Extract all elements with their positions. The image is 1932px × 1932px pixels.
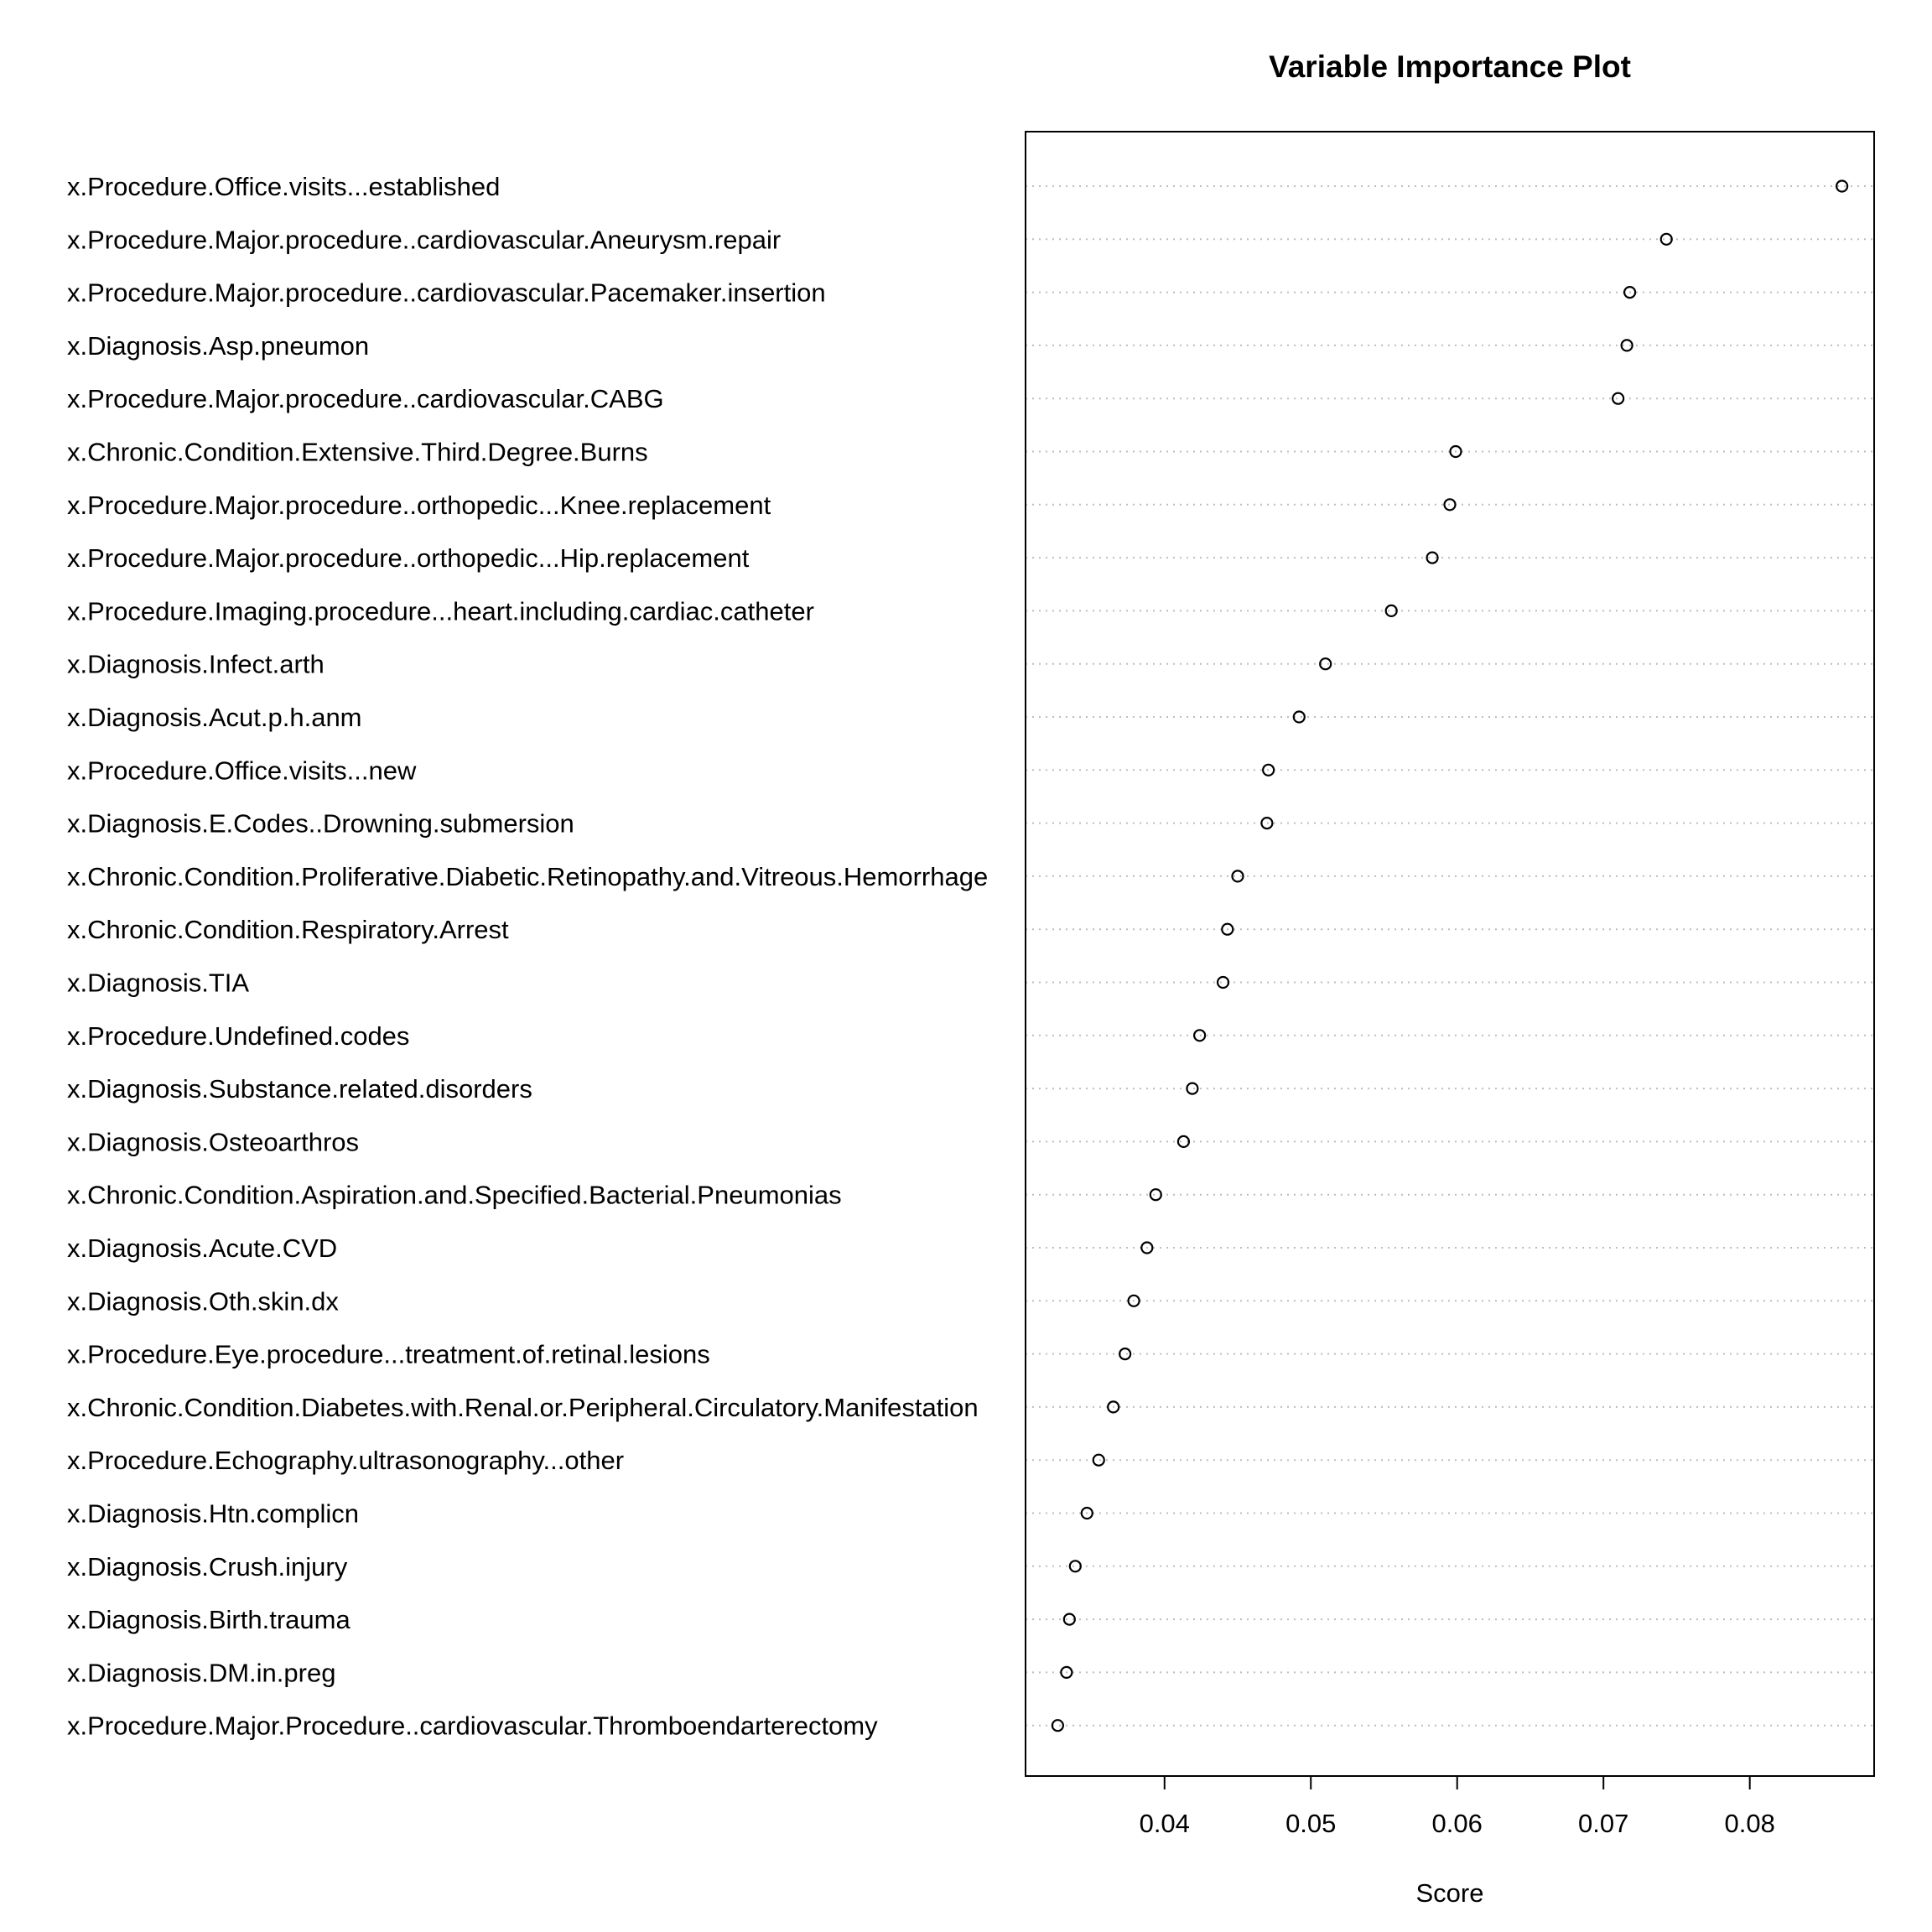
x-tick-label: 0.04 <box>1140 1809 1190 1838</box>
category-label: x.Diagnosis.Acut.p.h.anm <box>67 703 362 732</box>
chart-title: Variable Importance Plot <box>1269 49 1631 84</box>
data-point <box>1262 763 1275 776</box>
category-label: x.Diagnosis.TIA <box>67 969 249 998</box>
data-point <box>1127 1294 1140 1307</box>
row-guide-lines <box>1026 185 1874 1727</box>
category-label: x.Diagnosis.Substance.related.disorders <box>67 1074 532 1104</box>
data-point <box>1659 232 1673 246</box>
x-axis-title: Score <box>1416 1878 1484 1908</box>
category-label: x.Procedure.Office.visits...new <box>67 756 417 785</box>
category-label: x.Diagnosis.Birth.trauma <box>67 1605 351 1634</box>
category-label: x.Procedure.Undefined.codes <box>67 1021 409 1051</box>
category-labels: x.Procedure.Office.visits...established x… <box>67 172 988 1741</box>
data-point <box>1060 1665 1073 1680</box>
data-point <box>1107 1400 1120 1414</box>
category-label: x.Procedure.Major.Procedure..cardiovascu… <box>67 1711 878 1741</box>
data-point <box>1193 1029 1207 1042</box>
data-point <box>1384 604 1398 618</box>
data-point <box>1836 179 1849 193</box>
category-label: x.Procedure.Imaging.procedure...heart.in… <box>67 596 814 626</box>
category-label: x.Procedure.Echography.ultrasonography..… <box>67 1446 624 1475</box>
data-point <box>1292 710 1306 724</box>
x-tick-label: 0.06 <box>1432 1809 1483 1838</box>
data-point <box>1443 498 1457 512</box>
category-label: x.Diagnosis.E.Codes..Drowning.submersion <box>67 809 574 839</box>
data-point <box>1216 975 1230 989</box>
category-label: x.Procedure.Major.procedure..orthopedic.… <box>67 491 771 520</box>
data-point <box>1140 1241 1154 1254</box>
data-point <box>1186 1082 1199 1095</box>
data-point <box>1319 657 1332 671</box>
category-label: x.Chronic.Condition.Extensive.Third.Degr… <box>67 438 648 467</box>
category-label: x.Procedure.Office.visits...established <box>67 172 500 201</box>
category-label: x.Diagnosis.Acute.CVD <box>67 1233 337 1263</box>
category-label: x.Diagnosis.Htn.complicn <box>67 1499 359 1529</box>
data-point <box>1092 1453 1105 1467</box>
data-point <box>1149 1188 1162 1202</box>
category-label: x.Chronic.Condition.Diabetes.with.Renal.… <box>67 1393 979 1422</box>
data-point <box>1620 339 1633 352</box>
category-label: x.Diagnosis.DM.in.preg <box>67 1658 335 1687</box>
category-label: x.Diagnosis.Infect.arth <box>67 650 325 679</box>
category-label: x.Procedure.Eye.procedure...treatment.of… <box>67 1340 710 1369</box>
data-points <box>1051 179 1849 1732</box>
category-label: x.Chronic.Condition.Proliferative.Diabet… <box>67 862 988 891</box>
category-label: x.Procedure.Major.procedure..cardiovascu… <box>67 278 826 308</box>
data-point <box>1051 1719 1064 1732</box>
category-label: x.Diagnosis.Asp.pneumon <box>67 331 369 361</box>
category-label: x.Procedure.Major.procedure..cardiovascu… <box>67 384 664 413</box>
x-tick-label: 0.07 <box>1578 1809 1628 1838</box>
data-point <box>1612 392 1625 405</box>
category-label: x.Procedure.Major.procedure..orthopedic.… <box>67 543 750 573</box>
data-point <box>1062 1613 1076 1626</box>
category-label: x.Chronic.Condition.Aspiration.and.Speci… <box>67 1181 842 1210</box>
category-label: x.Diagnosis.Crush.injury <box>67 1552 348 1581</box>
data-point <box>1176 1135 1191 1149</box>
x-axis: 0.04 0.05 0.06 0.07 0.08 <box>1140 1775 1775 1838</box>
plot-frame <box>1025 131 1875 1777</box>
data-point <box>1623 286 1637 299</box>
x-tick-label: 0.05 <box>1285 1809 1336 1838</box>
data-point <box>1426 551 1439 564</box>
data-point <box>1119 1347 1132 1361</box>
x-axis-ticks: 0.04 0.05 0.06 0.07 0.08 <box>1140 1776 1775 1838</box>
data-point <box>1221 922 1234 936</box>
data-point <box>1080 1506 1093 1520</box>
category-label: x.Diagnosis.Osteoarthros <box>67 1127 359 1156</box>
category-label: x.Chronic.Condition.Respiratory.Arrest <box>67 915 509 944</box>
data-point <box>1260 816 1274 830</box>
x-tick-label: 0.08 <box>1725 1809 1775 1838</box>
data-point <box>1068 1560 1082 1573</box>
data-point <box>1231 870 1244 883</box>
data-point <box>1449 444 1462 459</box>
category-label: x.Procedure.Major.procedure..cardiovascu… <box>67 225 781 254</box>
category-label: x.Diagnosis.Oth.skin.dx <box>67 1286 339 1316</box>
